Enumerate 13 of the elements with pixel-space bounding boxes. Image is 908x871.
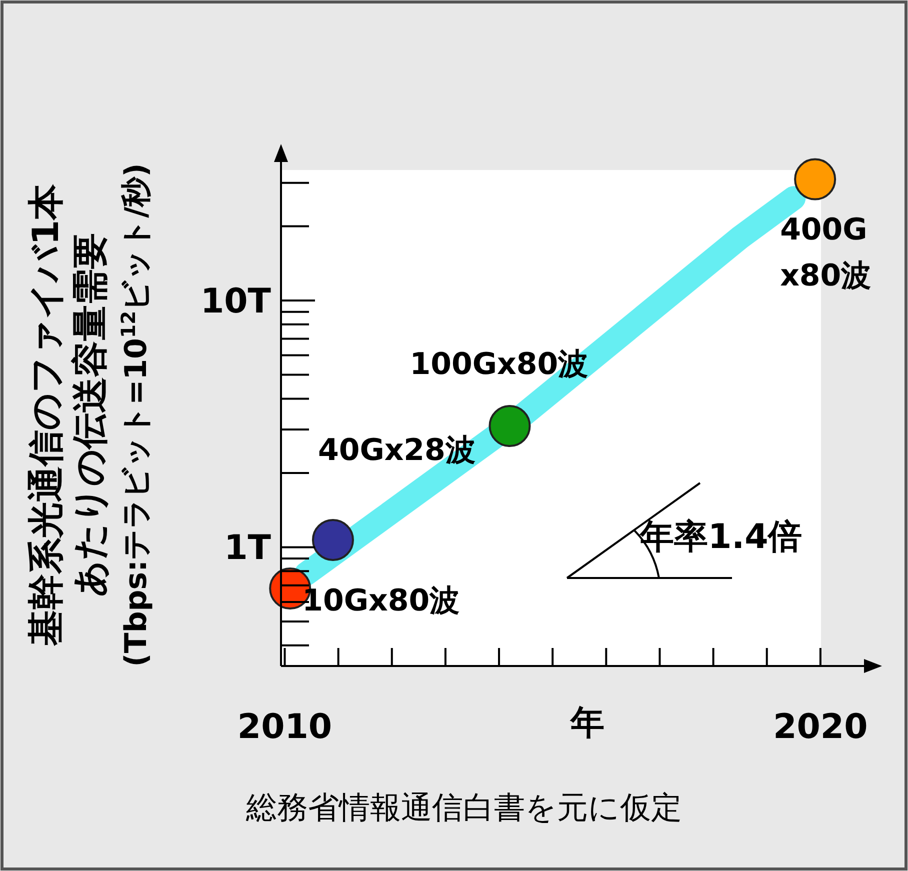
x-axis-title: 年: [570, 703, 604, 743]
annotation: 年率1.4倍: [639, 517, 802, 557]
text: 総務省情報通信白書を元に仮定: [245, 790, 682, 826]
point: [794, 158, 836, 200]
point: [312, 519, 354, 561]
x-tick-label: 2020: [773, 707, 868, 747]
annotation: 10Gx80波: [302, 584, 460, 619]
x-tick-label: 2010: [237, 707, 332, 747]
annotation: 400G x80波: [780, 212, 872, 294]
annotation: 100Gx80波: [410, 347, 588, 382]
y-tick-label: 1T: [224, 528, 272, 568]
y-tick-label: 10T: [200, 282, 272, 322]
point: [488, 405, 531, 447]
